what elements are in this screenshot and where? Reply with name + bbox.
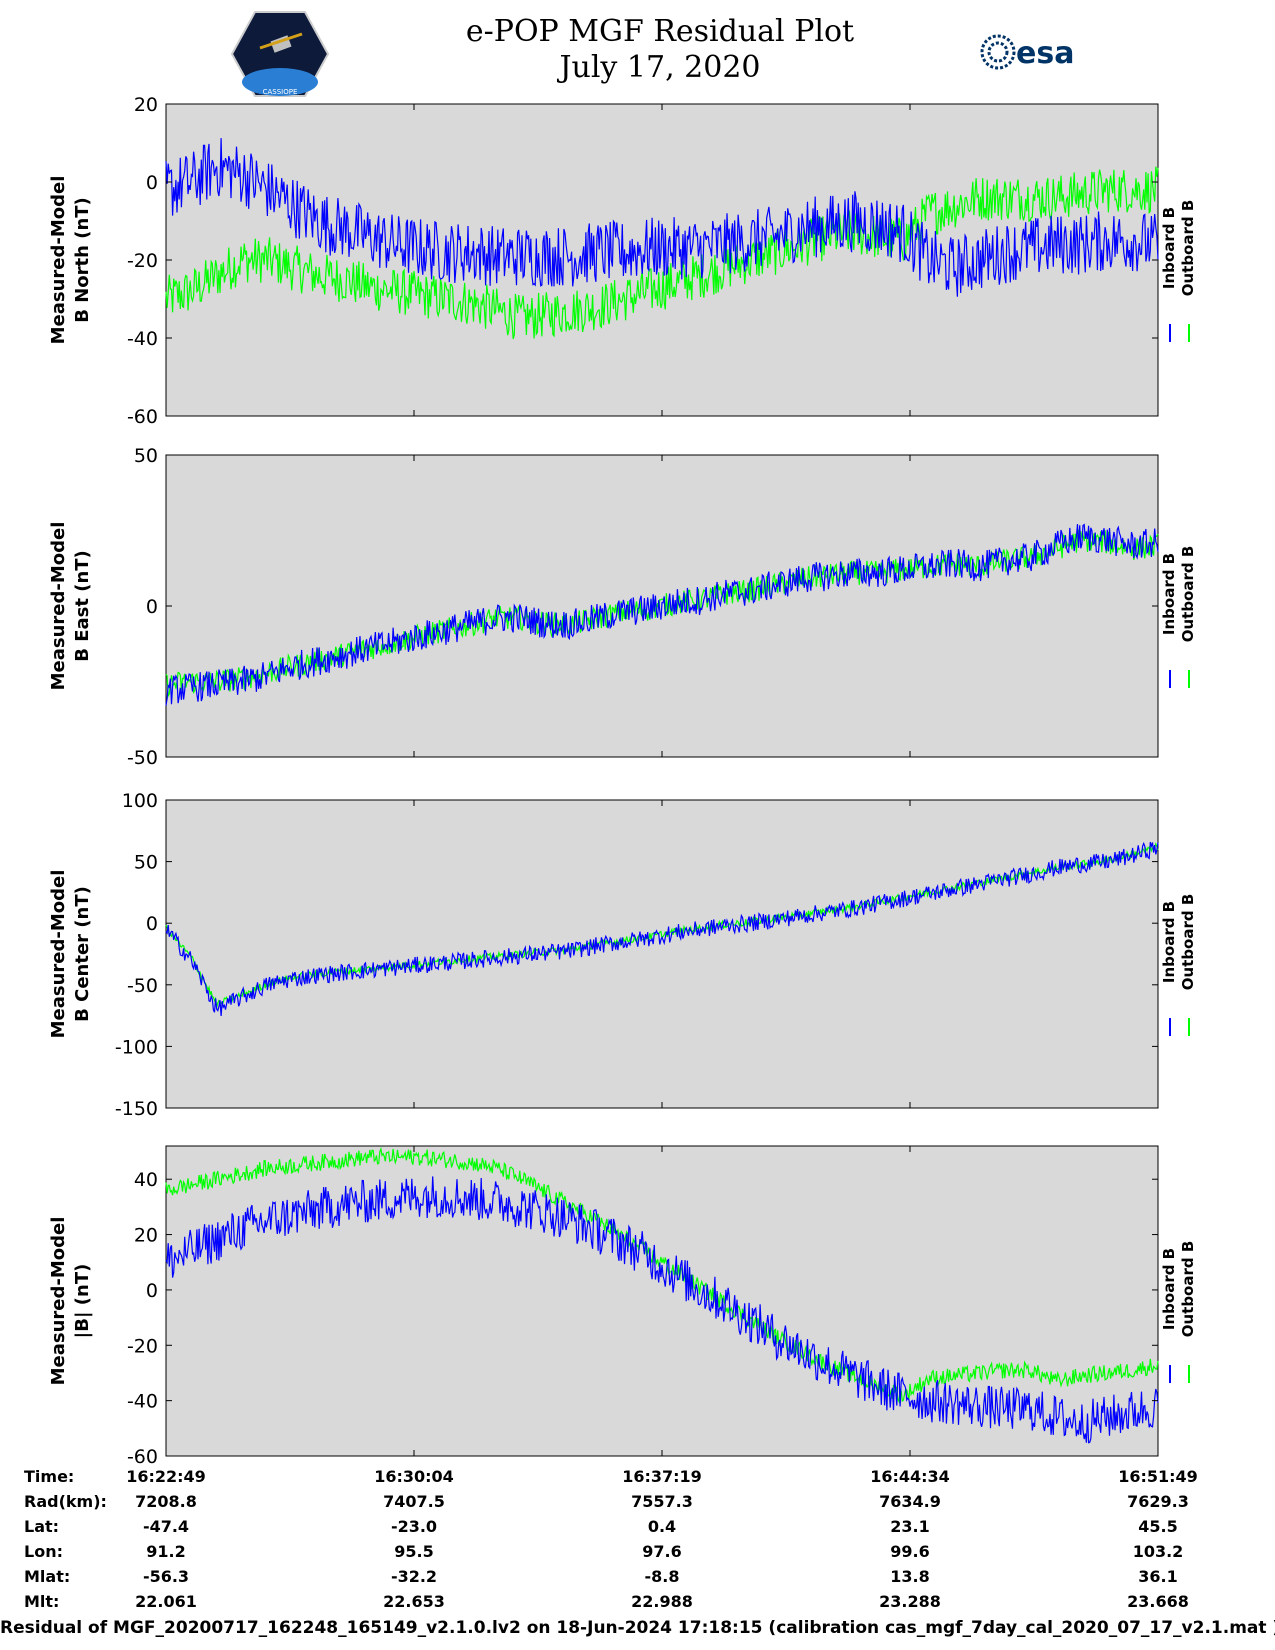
panel-1-background: [165, 103, 1159, 417]
orbit-cell: 16:30:04: [374, 1467, 454, 1486]
panel-3-ytick-label: 0: [146, 913, 158, 935]
panel-2-ylabel-line2: B East (nT): [72, 550, 93, 662]
panel-3-legend-outboard: Outboard B: [1179, 894, 1197, 991]
orbit-cell: 22.988: [631, 1592, 693, 1611]
panel-2-legend-inboard: Inboard B: [1160, 553, 1178, 635]
orbit-cell: 22.061: [135, 1592, 197, 1611]
orbit-cell: 103.2: [1133, 1542, 1184, 1561]
cassiope-mission-logo: CASSIOPE: [230, 11, 330, 97]
panel-1-series-outboard: [165, 166, 1159, 340]
panel-4-ytick-label: 20: [134, 1225, 158, 1247]
orbit-cell: 23.668: [1127, 1592, 1189, 1611]
title-block: e-POP MGF Residual Plot July 17, 2020: [0, 14, 1275, 86]
panel-4-ylabel-line1: Measured-Model: [48, 1217, 69, 1386]
orbit-row-label: Rad(km):: [24, 1492, 107, 1511]
orbit-cell: 36.1: [1138, 1567, 1177, 1586]
orbit-cell: 99.6: [890, 1542, 929, 1561]
orbit-cell: 7557.3: [631, 1492, 693, 1511]
panel-3-ytick-label: -50: [127, 975, 158, 997]
panel-4-background: [165, 1145, 1159, 1457]
panel-1-legend-outboard: Outboard B: [1179, 200, 1197, 297]
panel-4-ytick-label: -60: [127, 1446, 158, 1468]
panel-4-legend-outboard: Outboard B: [1179, 1241, 1197, 1338]
panel-3-background: [165, 799, 1159, 1109]
panel-3-ytick-label: 50: [134, 852, 158, 874]
esa-logo: esa: [980, 34, 1074, 71]
panel-3-ylabel-line2: B Center (nT): [72, 886, 93, 1022]
orbit-cell: 7634.9: [879, 1492, 941, 1511]
orbit-cell: 91.2: [146, 1542, 185, 1561]
orbit-row-label: Lon:: [24, 1542, 63, 1561]
panel-4-ylabel-line2: |B| (nT): [72, 1264, 93, 1339]
plot-title: e-POP MGF Residual Plot: [465, 14, 855, 49]
panel-1-legend-inboard: Inboard B: [1160, 207, 1178, 289]
panel-1-ytick-label: -40: [127, 328, 158, 350]
orbit-cell: 7208.8: [135, 1492, 197, 1511]
orbit-cell: -47.4: [143, 1517, 189, 1536]
panel-2-ytick-label: 50: [134, 445, 158, 467]
panel-3-ylabel-line1: Measured-Model: [48, 870, 69, 1039]
panel-3-legend-inboard: Inboard B: [1160, 901, 1178, 983]
orbit-cell: 23.1: [890, 1517, 929, 1536]
orbit-cell: 97.6: [642, 1542, 681, 1561]
orbit-cell: 16:37:19: [622, 1467, 702, 1486]
panel-1-ytick-label: 20: [134, 94, 158, 116]
orbit-cell: 95.5: [394, 1542, 433, 1561]
orbit-cell: 23.288: [879, 1592, 941, 1611]
orbit-cell: -56.3: [143, 1567, 189, 1586]
orbit-cell: 0.4: [648, 1517, 676, 1536]
panel-4-ytick-label: -20: [127, 1335, 158, 1357]
orbit-cell: -23.0: [391, 1517, 437, 1536]
panel-4-ytick-label: 0: [146, 1280, 158, 1302]
panel-2-ylabel-line1: Measured-Model: [48, 522, 69, 691]
panel-1-ytick-label: -20: [127, 250, 158, 272]
orbit-cell: 16:51:49: [1118, 1467, 1198, 1486]
orbit-row-label: Mlat:: [24, 1567, 70, 1586]
orbit-row-label: Time:: [24, 1467, 74, 1486]
orbit-cell: 7629.3: [1127, 1492, 1189, 1511]
plot-date: July 17, 2020: [559, 50, 761, 85]
panel-3-ytick-label: -100: [115, 1036, 158, 1058]
panel-2-ytick-label: 0: [146, 596, 158, 618]
panel-2-ytick-label: -50: [127, 747, 158, 769]
panel-3-ytick-label: -150: [115, 1098, 158, 1120]
orbit-cell: 7407.5: [383, 1492, 445, 1511]
orbit-cell: -32.2: [391, 1567, 437, 1586]
orbit-cell: 22.653: [383, 1592, 445, 1611]
panel-2-legend-outboard: Outboard B: [1179, 546, 1197, 643]
footer-caption: Residual of MGF_20200717_162248_165149_v…: [0, 1618, 1275, 1638]
panel-4-legend-inboard: Inboard B: [1160, 1248, 1178, 1330]
orbit-cell: 16:22:49: [126, 1467, 206, 1486]
orbit-cell: -8.8: [645, 1567, 680, 1586]
panel-4-ytick-label: 40: [134, 1169, 158, 1191]
panel-1-ytick-label: 0: [146, 172, 158, 194]
orbit-row-label: Mlt:: [24, 1592, 59, 1611]
orbit-cell: 16:44:34: [870, 1467, 950, 1486]
orbit-cell: 13.8: [890, 1567, 929, 1586]
orbit-row-label: Lat:: [24, 1517, 59, 1536]
panel-3-ytick-label: 100: [122, 790, 158, 812]
panel-1-series-inboard: [165, 138, 1159, 297]
panel-4-series-inboard: [165, 1176, 1159, 1444]
panel-3-series-inboard: [165, 841, 1159, 1016]
panel-4-ytick-label: -40: [127, 1391, 158, 1413]
mission-logo-text: CASSIOPE: [263, 88, 298, 96]
panel-1-ylabel-line1: Measured-Model: [48, 176, 69, 345]
panel-2-series-inboard: [165, 523, 1159, 706]
panel-1-ytick-label: -60: [127, 406, 158, 428]
esa-logo-text: esa: [1016, 36, 1074, 71]
panel-1-ylabel-line2: B North (nT): [72, 197, 93, 323]
orbit-cell: 45.5: [1138, 1517, 1177, 1536]
panel-4-series-outboard: [165, 1146, 1159, 1404]
